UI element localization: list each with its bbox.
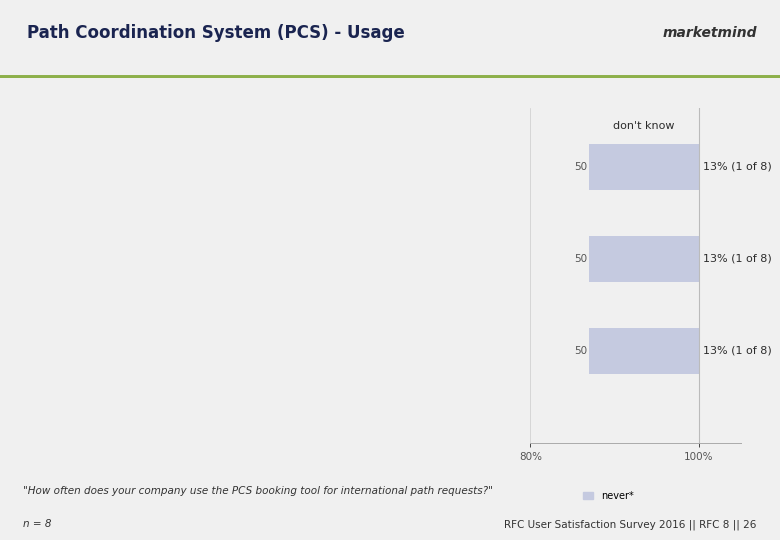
Text: 50: 50	[574, 161, 587, 172]
Text: 50: 50	[574, 254, 587, 264]
Bar	[590, 144, 699, 190]
Bar	[590, 235, 699, 282]
Text: 50: 50	[574, 346, 587, 356]
Text: Path Coordination System (PCS) - Usage: Path Coordination System (PCS) - Usage	[27, 24, 405, 42]
Text: don't know: don't know	[613, 122, 675, 131]
Bar	[590, 328, 699, 374]
Text: 13% (1 of 8): 13% (1 of 8)	[703, 161, 772, 172]
Text: 13% (1 of 8): 13% (1 of 8)	[703, 346, 772, 356]
Text: RFC User Satisfaction Survey 2016 || RFC 8 || 26: RFC User Satisfaction Survey 2016 || RFC…	[504, 519, 757, 530]
Text: 13% (1 of 8): 13% (1 of 8)	[703, 254, 772, 264]
Text: "How often does your company use the PCS booking tool for international path req: "How often does your company use the PCS…	[23, 485, 493, 496]
Text: marketmind: marketmind	[662, 26, 757, 40]
Legend: never*: never*	[580, 487, 637, 505]
Text: n = 8: n = 8	[23, 519, 52, 529]
